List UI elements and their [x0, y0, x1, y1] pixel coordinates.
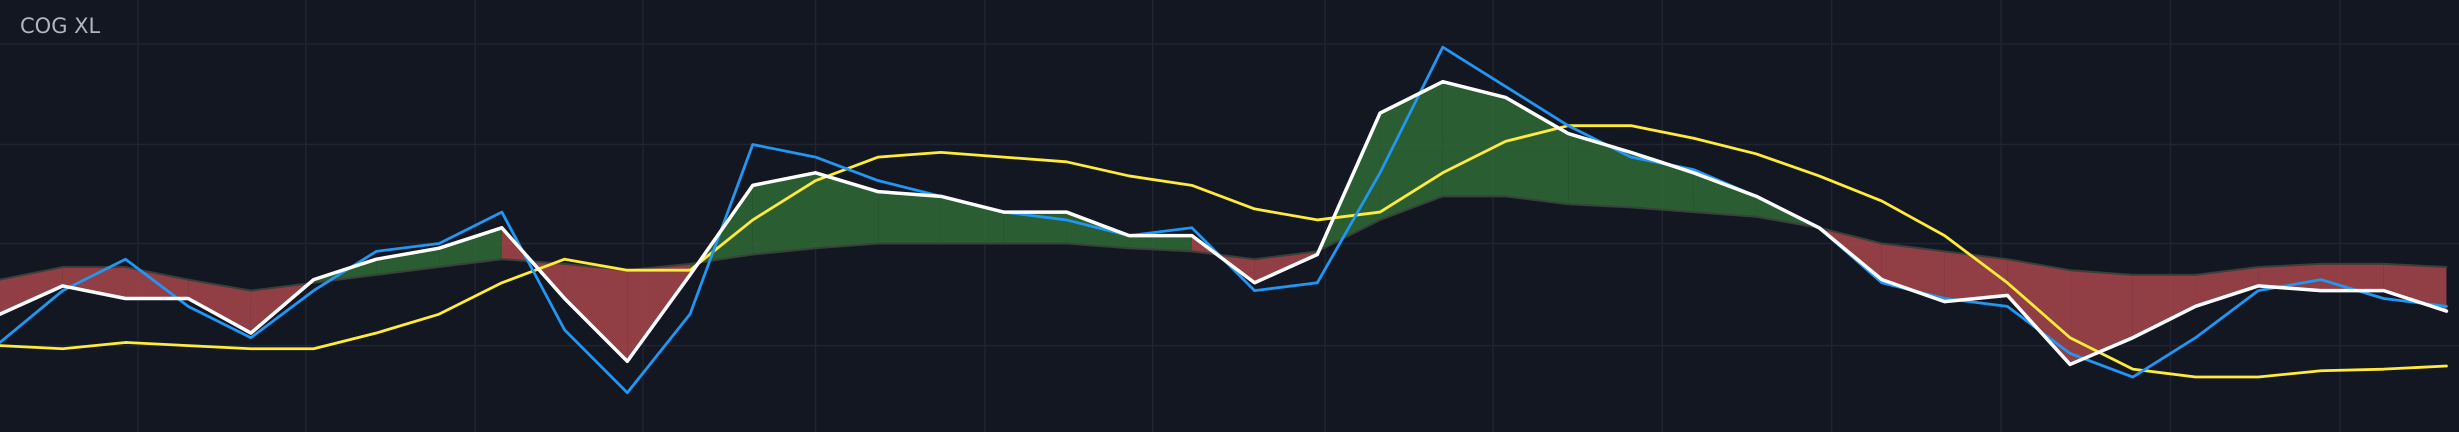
chart-title: COG XL	[20, 14, 101, 38]
fill-band	[188, 279, 251, 334]
fill-band	[2195, 267, 2259, 307]
fill-band	[1568, 133, 1631, 208]
series-line	[0, 124, 2448, 379]
fill-band	[1944, 251, 2008, 302]
fill-band	[1693, 172, 1757, 217]
series-line	[0, 79, 2449, 367]
series-line	[0, 195, 2448, 292]
fill-band	[1630, 152, 1694, 213]
fill-band	[2132, 274, 2196, 338]
fill-band	[1066, 212, 1130, 249]
fill-band	[1505, 97, 1569, 205]
fill-band	[564, 263, 628, 362]
fill-band	[2070, 270, 2133, 365]
fill-band	[2258, 263, 2321, 291]
fill-band	[2320, 263, 2384, 291]
fill-band	[940, 196, 1004, 244]
fill-band	[62, 267, 126, 299]
fill-band	[1003, 212, 1067, 244]
fill-band	[1881, 243, 1945, 302]
fill-band	[752, 172, 816, 255]
fill-band	[439, 227, 502, 268]
fill-band	[2383, 263, 2447, 312]
fill-band	[815, 172, 879, 249]
fill-band	[1442, 81, 1506, 197]
fill-band	[1380, 81, 1443, 220]
fill-band	[878, 191, 941, 244]
fill-band	[0, 267, 63, 315]
fill-band	[1129, 235, 1192, 252]
